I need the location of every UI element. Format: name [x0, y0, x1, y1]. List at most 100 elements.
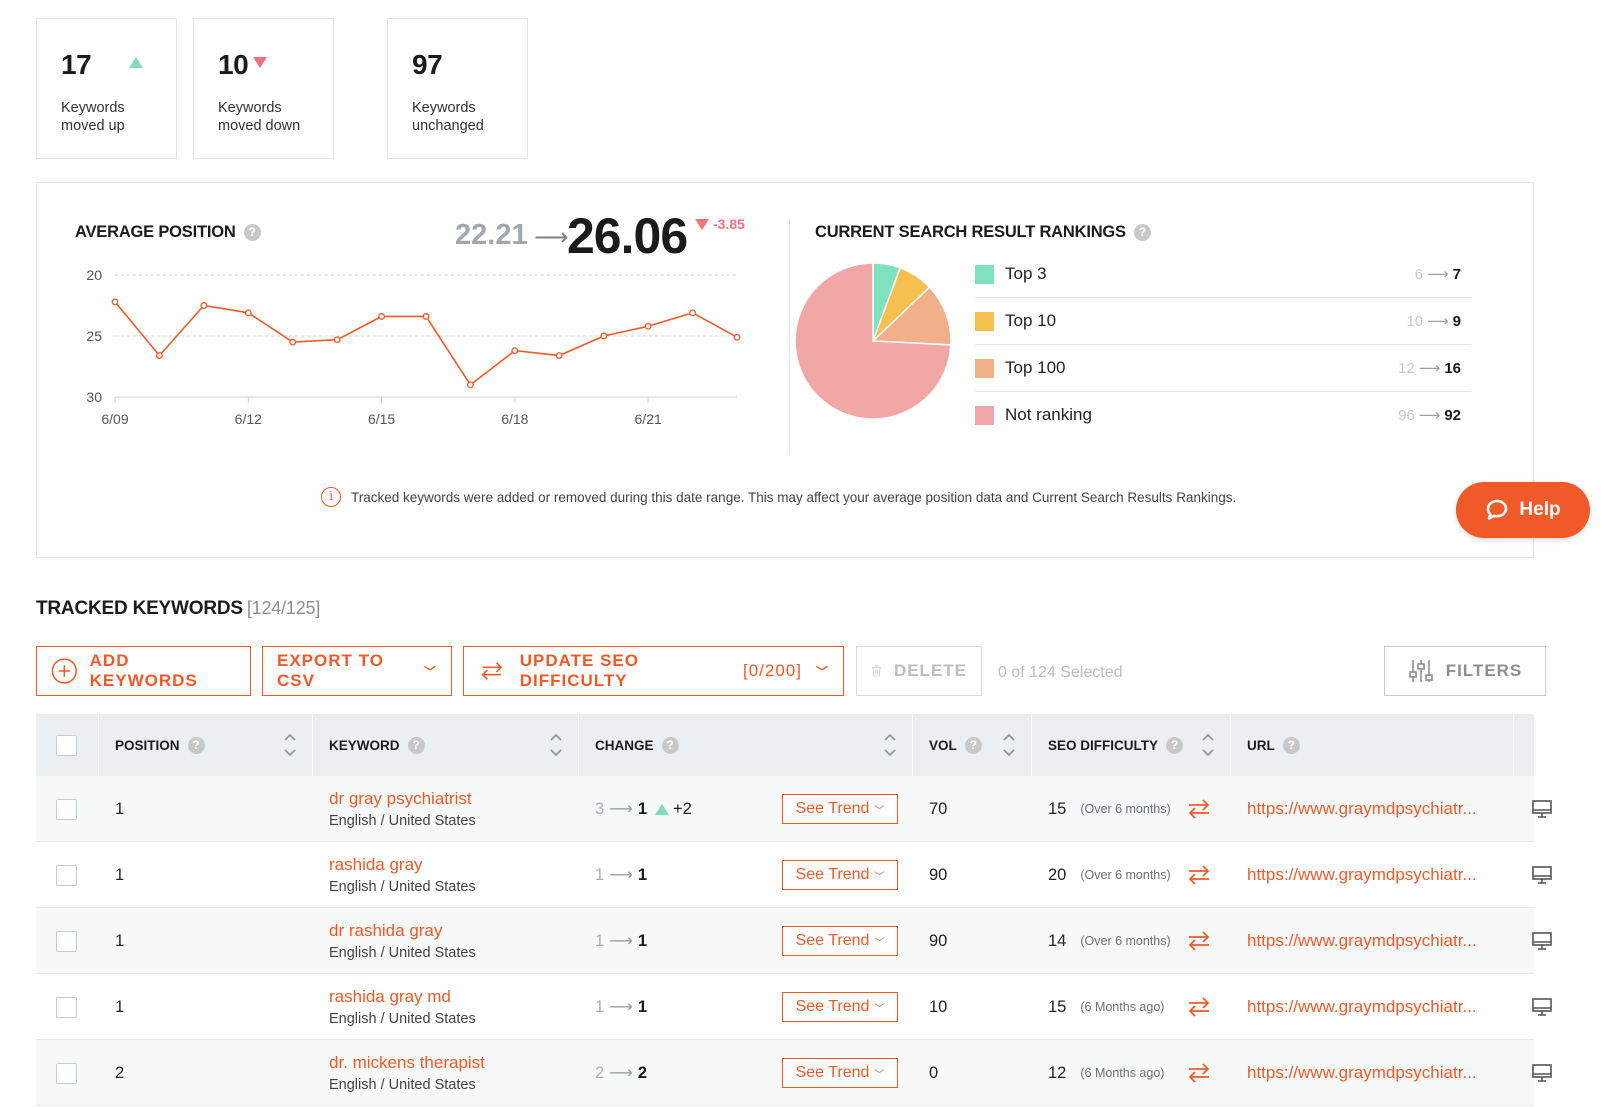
- legend-values: 96 ⟶ 92: [1398, 407, 1461, 424]
- data-point: [378, 313, 386, 320]
- help-question-icon[interactable]: ?: [661, 736, 679, 754]
- help-question-icon[interactable]: ?: [407, 736, 425, 754]
- row-checkbox[interactable]: [56, 798, 77, 820]
- url-link[interactable]: https://www.graymdpsychiatr...: [1247, 799, 1477, 818]
- keyword-link[interactable]: rashida gray md: [329, 987, 451, 1006]
- down-arrow-icon: [253, 57, 267, 68]
- help-question-icon[interactable]: ?: [964, 736, 982, 754]
- column-vol[interactable]: VOL?: [913, 714, 1032, 776]
- sort-icon[interactable]: [284, 732, 296, 758]
- refresh-seo-icon[interactable]: [1186, 776, 1212, 842]
- help-question-icon[interactable]: ?: [187, 736, 205, 754]
- top100-swatch: [975, 359, 994, 378]
- tracked-change-notice: i Tracked keywords were added or removed…: [321, 487, 1236, 507]
- keyword-link[interactable]: dr rashida gray: [329, 921, 443, 940]
- change-to: 2: [637, 1063, 648, 1082]
- row-checkbox[interactable]: [56, 930, 77, 952]
- keyword-link[interactable]: dr. mickens therapist: [329, 1053, 485, 1072]
- see-trend-button[interactable]: See Trend ﹀: [782, 1058, 898, 1088]
- data-point: [733, 333, 741, 341]
- keyword-cell: rashida gray md English / United States: [329, 974, 476, 1040]
- see-trend-button[interactable]: See Trend ﹀: [782, 926, 898, 956]
- seo-note: (6 Months ago): [1080, 1066, 1165, 1080]
- refresh-seo-icon[interactable]: [1186, 974, 1212, 1040]
- help-question-icon[interactable]: ?: [243, 224, 261, 242]
- refresh-seo-icon[interactable]: [1186, 908, 1212, 974]
- column-url[interactable]: URL?: [1231, 714, 1514, 776]
- seo-value: 15: [1048, 799, 1067, 818]
- desktop-icon: [1531, 908, 1553, 974]
- chat-bubble-icon: [1487, 499, 1508, 520]
- keyword-locale: English / United States: [329, 1011, 476, 1027]
- keyword-link[interactable]: rashida gray: [329, 855, 423, 874]
- seo-value: 14: [1048, 931, 1067, 950]
- url-link[interactable]: https://www.graymdpsychiatr...: [1247, 1063, 1477, 1082]
- filters-button[interactable]: FILTERS: [1384, 646, 1546, 696]
- avg-arrow-icon: ⟶: [534, 224, 569, 251]
- chevron-down-icon: ﹀: [874, 937, 885, 949]
- help-question-icon[interactable]: ?: [1282, 736, 1300, 754]
- x-tick-label: 6/15: [368, 411, 395, 427]
- seo-value: 20: [1048, 865, 1067, 884]
- keyword-link[interactable]: dr gray psychiatrist: [329, 789, 472, 808]
- table-body: 1 dr gray psychiatrist English / United …: [36, 776, 1552, 1106]
- row-checkbox[interactable]: [56, 1062, 77, 1084]
- refresh-seo-icon[interactable]: [1186, 842, 1212, 908]
- legend-to: 92: [1444, 407, 1461, 424]
- legend-label: Top 3: [1005, 264, 1047, 283]
- legend-row-not-ranking: Not ranking 96 ⟶ 92: [975, 392, 1471, 439]
- update-seo-count: [0/200]: [742, 661, 802, 680]
- delete-button[interactable]: DELETE: [856, 646, 982, 696]
- pie-slice: [794, 262, 952, 420]
- data-point: [422, 313, 430, 320]
- chevron-down-icon: ﹀: [815, 664, 829, 679]
- average-position-line-chart: 20 25 30 6/09 6/12 6/15 6/18 6/21: [86, 267, 741, 427]
- url-link[interactable]: https://www.graymdpsychiatr...: [1247, 931, 1477, 950]
- help-question-icon[interactable]: ?: [1166, 736, 1183, 754]
- seo-cell: 20 (Over 6 months): [1048, 842, 1171, 908]
- filters-label: FILTERS: [1445, 661, 1523, 680]
- column-keyword[interactable]: KEYWORD?: [313, 714, 579, 776]
- change-cell: 2 ⟶ 2: [595, 1063, 648, 1083]
- seo-cell: 12 (6 Months ago): [1048, 1040, 1164, 1106]
- sliders-icon: [1408, 660, 1433, 682]
- help-question-icon[interactable]: ?: [1133, 224, 1151, 242]
- chevron-down-icon: ﹀: [874, 1003, 885, 1015]
- change-cell: 1 ⟶ 1: [595, 997, 648, 1017]
- change-cell: 3 ⟶ 1 +2: [595, 799, 692, 819]
- refresh-seo-icon[interactable]: [1186, 1040, 1212, 1106]
- sort-icon[interactable]: [1003, 732, 1015, 758]
- add-keywords-button[interactable]: ADD KEYWORDS: [36, 646, 251, 696]
- keyword-locale: English / United States: [329, 1077, 476, 1093]
- sort-icon[interactable]: [550, 732, 562, 758]
- change-to: 1: [637, 865, 648, 884]
- column-position[interactable]: POSITION?: [99, 714, 313, 776]
- rankings-legend: Top 3 6 ⟶ 7 Top 10 10 ⟶ 9 Top 100 12 ⟶ 16 Not …: [975, 251, 1471, 439]
- row-checkbox[interactable]: [56, 996, 77, 1018]
- update-seo-difficulty-button[interactable]: UPDATE SEO DIFFICULTY [0/200] ﹀: [463, 646, 844, 696]
- see-trend-button[interactable]: See Trend ﹀: [782, 992, 898, 1022]
- seo-note: (Over 6 months): [1080, 868, 1171, 882]
- plus-circle-icon: [51, 658, 77, 684]
- select-all-checkbox[interactable]: [56, 734, 77, 756]
- see-trend-button[interactable]: See Trend ﹀: [782, 794, 898, 824]
- sort-icon[interactable]: [1202, 732, 1214, 758]
- url-link[interactable]: https://www.graymdpsychiatr...: [1247, 997, 1477, 1016]
- data-point: [555, 352, 563, 359]
- seo-note: (Over 6 months): [1080, 934, 1171, 948]
- url-link[interactable]: https://www.graymdpsychiatr...: [1247, 865, 1477, 884]
- column-seo-difficulty[interactable]: SEO DIFFICULTY?: [1032, 714, 1231, 776]
- export-csv-button[interactable]: EXPORT TO CSV ﹀: [262, 646, 452, 696]
- legend-row-top10: Top 10 10 ⟶ 9: [975, 298, 1471, 345]
- column-change[interactable]: CHANGE?: [579, 714, 913, 776]
- sort-icon[interactable]: [884, 732, 896, 758]
- x-tick-label: 6/12: [235, 411, 262, 427]
- legend-from: 10: [1406, 313, 1424, 330]
- see-trend-button[interactable]: See Trend ﹀: [782, 860, 898, 890]
- data-point: [289, 338, 297, 346]
- data-point: [244, 309, 252, 317]
- column-url-label: URL: [1247, 737, 1275, 753]
- help-button[interactable]: Help: [1456, 482, 1590, 538]
- moved-down-label: Keywords moved down: [218, 100, 301, 134]
- row-checkbox[interactable]: [56, 864, 77, 886]
